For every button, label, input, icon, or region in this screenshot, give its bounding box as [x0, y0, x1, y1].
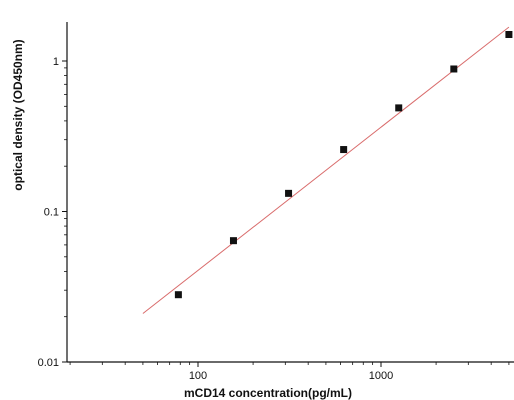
x-tick-label: 100: [189, 370, 207, 382]
data-point: [174, 291, 182, 299]
x-ticks-layer: 100 1000: [69, 362, 510, 382]
data-point: [229, 237, 237, 245]
fit-line: [142, 26, 510, 314]
y-tick-label: 1: [53, 56, 59, 68]
data-point: [285, 189, 293, 197]
data-point: [450, 65, 458, 73]
fit-line-layer: [142, 26, 510, 314]
x-axis-title: mCD14 concentration(pg/mL): [184, 386, 352, 400]
data-point: [395, 104, 403, 112]
y-ticks-layer: 0.01 0.1 1: [38, 56, 67, 369]
x-tick-label: 1000: [369, 370, 393, 382]
y-tick-label: 0.1: [44, 207, 59, 219]
y-tick-label: 0.01: [38, 357, 59, 369]
y-axis-title: optical density (OD450nm): [11, 39, 25, 190]
data-points-layer: [174, 30, 513, 299]
plot-frame: [66, 22, 514, 363]
data-point: [340, 146, 348, 154]
data-point: [505, 30, 513, 38]
